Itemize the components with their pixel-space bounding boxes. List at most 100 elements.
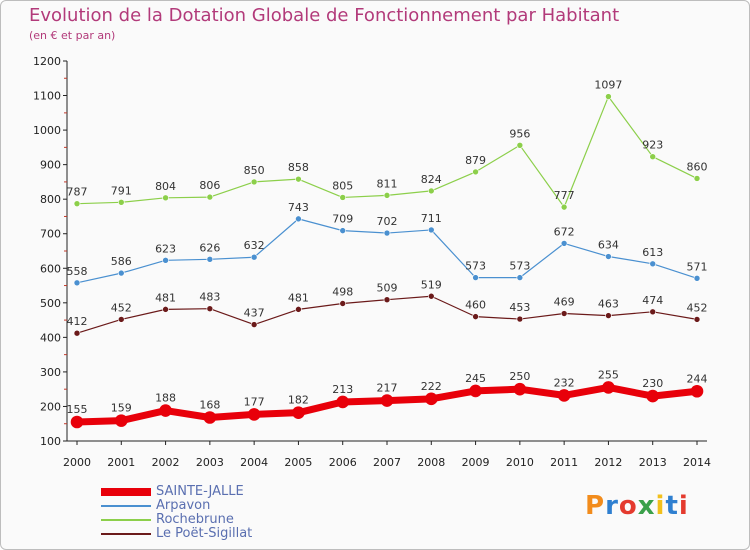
data-point (162, 257, 169, 264)
data-label: 245 (465, 372, 486, 385)
data-point (472, 274, 479, 281)
x-tick-label: 2002 (152, 456, 180, 469)
legend-label: Le Poët-Sigillat (156, 526, 253, 541)
data-point (472, 168, 479, 176)
data-point (292, 406, 305, 419)
data-label: 623 (155, 242, 176, 255)
data-point (383, 296, 391, 304)
legend-label: Arpavon (156, 498, 211, 513)
data-point (424, 392, 438, 406)
y-tick-label: 200 (40, 400, 61, 413)
data-label: 177 (244, 395, 265, 408)
legend-item: Rochebrune (101, 512, 401, 527)
data-point (560, 240, 568, 247)
data-label: 634 (598, 239, 619, 252)
data-point (513, 382, 527, 396)
data-point (203, 411, 217, 424)
data-point (516, 141, 524, 149)
data-label: 613 (642, 246, 663, 259)
x-tick-label: 2009 (462, 456, 490, 469)
data-label: 811 (377, 177, 398, 190)
data-label: 412 (67, 315, 88, 328)
data-label: 858 (288, 161, 309, 174)
data-label: 481 (288, 291, 309, 304)
x-tick-label: 2012 (594, 456, 622, 469)
data-label: 217 (377, 382, 398, 395)
data-label: 453 (509, 301, 530, 314)
y-tick-label: 500 (40, 297, 61, 310)
data-label: 573 (465, 260, 486, 273)
data-point (693, 274, 701, 282)
data-label: 805 (332, 179, 353, 192)
y-tick-label: 1000 (33, 124, 61, 137)
y-tick-label: 800 (40, 193, 61, 206)
data-label: 573 (509, 260, 530, 273)
data-point (605, 93, 612, 100)
data-label: 850 (244, 164, 265, 177)
data-label: 213 (332, 383, 353, 396)
data-label: 437 (244, 307, 265, 320)
data-point (649, 308, 657, 316)
data-point (469, 384, 482, 398)
x-tick-label: 2000 (63, 456, 91, 469)
y-tick-label: 100 (40, 435, 61, 448)
x-tick-label: 2007 (373, 456, 401, 469)
data-point (206, 305, 214, 312)
y-tick-label: 1100 (33, 90, 61, 103)
data-point (427, 226, 435, 234)
data-label: 558 (67, 265, 88, 278)
legend-item: Le Poët-Sigillat (101, 526, 401, 541)
data-point (383, 229, 391, 237)
data-point (693, 175, 701, 182)
y-tick-label: 400 (40, 331, 61, 344)
x-tick-label: 2014 (683, 456, 711, 469)
data-label: 509 (377, 282, 398, 295)
legend-item: SAINTE-JALLE (101, 484, 401, 499)
y-tick-label: 300 (40, 366, 61, 379)
data-label: 188 (155, 392, 176, 405)
data-point (560, 203, 568, 211)
data-label: 244 (687, 372, 708, 385)
data-label: 806 (199, 179, 220, 192)
data-label: 571 (687, 260, 708, 273)
data-label: 923 (642, 139, 663, 152)
data-point (117, 198, 125, 206)
data-label: 452 (687, 301, 708, 314)
data-point (250, 253, 258, 261)
y-tick-label: 700 (40, 228, 61, 241)
data-label: 632 (244, 239, 265, 252)
data-point (336, 395, 350, 409)
data-point (605, 253, 612, 260)
legend-swatch (101, 505, 151, 507)
data-label: 155 (67, 403, 88, 416)
data-point (649, 153, 657, 160)
data-point (339, 227, 347, 234)
data-label: 860 (687, 160, 708, 173)
data-label: 159 (111, 402, 132, 415)
chart-title: Evolution de la Dotation Globale de Fonc… (29, 5, 620, 26)
data-label: 519 (421, 278, 442, 291)
data-label: 463 (598, 298, 619, 311)
data-point (206, 193, 214, 201)
data-label: 460 (465, 299, 486, 312)
y-tick-label: 1200 (33, 55, 61, 68)
data-point (114, 414, 128, 427)
data-point (295, 175, 302, 183)
data-point (339, 194, 347, 201)
data-label: 702 (377, 215, 398, 228)
legend-swatch (101, 519, 151, 521)
data-point (162, 194, 169, 202)
legend-item: Arpavon (101, 498, 401, 513)
data-label: 483 (199, 291, 220, 304)
x-tick-label: 2013 (639, 456, 667, 469)
legend-swatch (101, 533, 151, 535)
data-point (602, 381, 615, 394)
legend: SAINTE-JALLE Arpavon Rochebrune Le Poët-… (101, 484, 401, 541)
data-point (73, 279, 81, 287)
legend-label: Rochebrune (156, 512, 234, 527)
data-label: 474 (642, 294, 663, 307)
data-label: 469 (554, 296, 575, 309)
data-point (693, 316, 701, 323)
data-point (295, 215, 302, 223)
